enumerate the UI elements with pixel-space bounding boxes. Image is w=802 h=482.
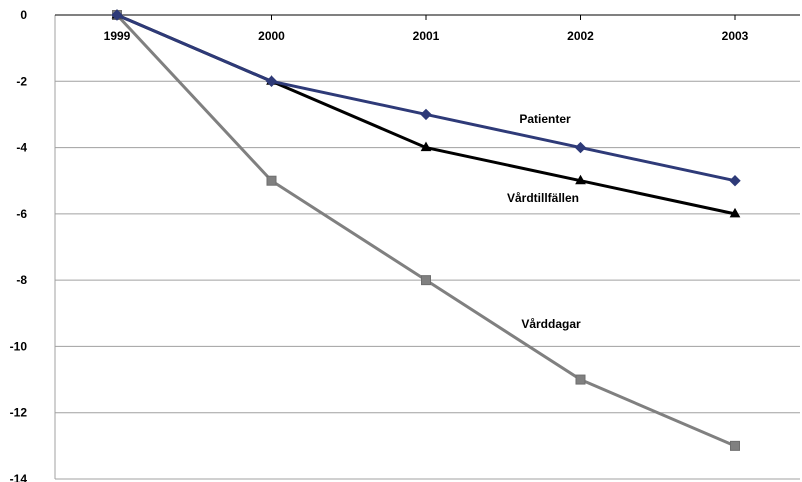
square-icon (575, 374, 586, 385)
triangle-icon (729, 207, 741, 218)
series-label: Vårddagar (521, 317, 581, 331)
triangle-icon (575, 174, 586, 185)
gridlines (54, 15, 800, 480)
y-tick-label: -14 (10, 472, 28, 482)
y-tick-label: -10 (10, 339, 28, 353)
x-tick-label: 1999 (104, 29, 131, 43)
y-tick-label: -6 (16, 207, 27, 221)
square-icon (266, 175, 277, 186)
x-tick-label: 2002 (567, 29, 594, 43)
series-line-Vårddagar (115, 13, 736, 448)
y-axis-ticks: 0 -2 -4 -6 -8 -10 -12 -14 (10, 8, 28, 482)
square-icon (730, 440, 740, 451)
square-icon (421, 275, 431, 286)
diamond-icon (420, 108, 432, 121)
series-labels: Patienter Vårdtillfällen Vårddagar (507, 112, 581, 331)
series-label: Patienter (519, 112, 571, 126)
x-tick-label: 2001 (413, 29, 440, 43)
diamond-icon (729, 175, 741, 187)
y-tick-label: -12 (10, 406, 28, 420)
x-axis-ticks: 1999 2000 2001 2002 2003 (104, 15, 749, 43)
y-tick-label: -2 (16, 74, 27, 88)
diamond-icon (265, 75, 278, 87)
y-tick-label: 0 (20, 8, 27, 22)
y-tick-label: -4 (16, 141, 27, 155)
y-tick-label: -8 (16, 273, 27, 287)
triangle-icon (420, 141, 432, 152)
x-tick-label: 2000 (258, 29, 285, 43)
diamond-icon (111, 9, 123, 21)
x-tick-label: 2003 (722, 29, 749, 43)
series-label: Vårdtillfällen (507, 191, 579, 205)
diamond-icon (574, 141, 587, 154)
series-lines (111, 8, 741, 451)
